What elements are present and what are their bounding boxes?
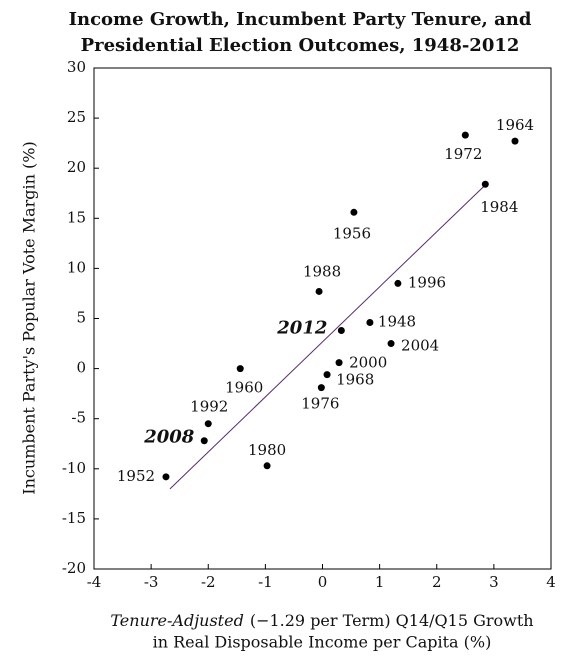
y-tick-label: 20	[67, 158, 86, 176]
x-tick-label: 2	[432, 573, 442, 591]
y-tick-label: -5	[71, 409, 86, 427]
point-label: 1960	[225, 379, 263, 397]
y-tick-label: 15	[67, 208, 86, 226]
x-tick-label: 1	[375, 573, 385, 591]
x-tick-label: 3	[489, 573, 499, 591]
point	[200, 437, 208, 445]
point-label: 2012	[276, 318, 327, 339]
x-axis-label: Tenure-Adjusted (−1.29 per Term) Q14/Q15 …	[110, 611, 533, 630]
y-tick-label: 30	[67, 58, 86, 76]
x-tick-label: 4	[546, 573, 556, 591]
chart-title: Income Growth, Incumbent Party Tenure, a…	[69, 9, 532, 30]
chart-title: Presidential Election Outcomes, 1948-201…	[81, 35, 520, 56]
point	[350, 208, 358, 216]
point	[204, 420, 212, 428]
point-label: 1956	[333, 224, 371, 242]
point-label: 1952	[117, 467, 155, 485]
point-label: 2004	[401, 337, 439, 355]
x-tick-label: -1	[258, 573, 273, 591]
x-tick-label: -2	[201, 573, 216, 591]
y-tick-label: 0	[76, 359, 86, 377]
y-tick-label: 5	[76, 309, 86, 327]
y-tick-label: -10	[62, 459, 86, 477]
y-tick-label: -15	[62, 509, 86, 527]
point	[461, 131, 469, 139]
fit-line	[169, 181, 489, 490]
point-label: 1964	[496, 116, 534, 134]
y-tick-label: 25	[67, 108, 86, 126]
point	[323, 371, 331, 379]
point	[315, 287, 323, 295]
point-label: 1972	[444, 145, 482, 163]
x-tick-label: -3	[144, 573, 159, 591]
y-tick-label: -20	[62, 559, 86, 577]
point-label: 2008	[143, 427, 195, 448]
y-axis-label: Incumbent Party's Popular Vote Margin (%…	[20, 141, 39, 494]
point	[387, 340, 395, 348]
x-axis-label: in Real Disposable Income per Capita (%)	[153, 633, 492, 652]
point	[337, 327, 345, 335]
x-axis-label-part: (−1.29 per Term) Q14/Q15 Growth	[250, 611, 534, 630]
point	[263, 462, 271, 470]
point-label: 1988	[303, 262, 341, 280]
point-label: 2000	[349, 354, 387, 372]
point-label: 1980	[248, 441, 286, 459]
point	[162, 473, 170, 481]
point	[366, 319, 374, 327]
point-label: 1996	[408, 273, 446, 291]
x-tick-label: -4	[87, 573, 102, 591]
point-label: 1976	[301, 395, 339, 413]
point-label: 1968	[336, 371, 374, 389]
point	[481, 180, 489, 188]
point	[236, 365, 244, 373]
point	[394, 279, 402, 287]
point	[511, 137, 519, 145]
x-axis-label-part: Tenure-Adjusted	[110, 611, 243, 630]
point-label: 1992	[190, 398, 228, 416]
y-tick-label: 10	[67, 258, 86, 276]
point-label: 1948	[378, 313, 416, 331]
x-tick-label: 0	[318, 573, 328, 591]
point	[335, 359, 343, 367]
point-label: 1984	[480, 198, 518, 216]
point	[317, 384, 325, 392]
